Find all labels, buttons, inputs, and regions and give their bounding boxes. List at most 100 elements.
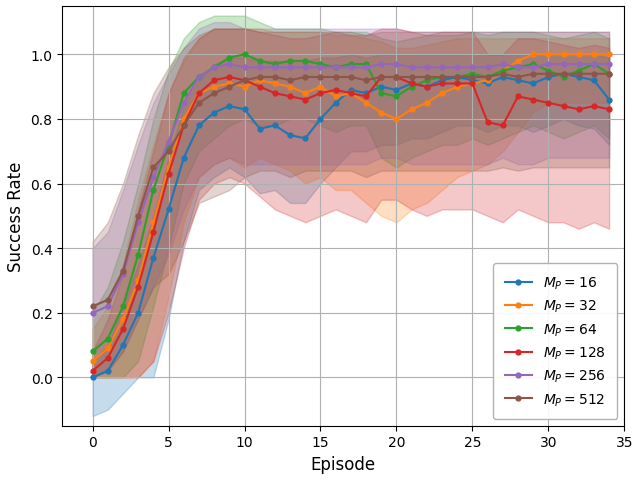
$M_P = 128$: [423, 84, 431, 90]
$M_P = 32$: [362, 101, 370, 107]
$M_P = 16$: [423, 84, 431, 90]
$M_P = 16$: [271, 123, 279, 129]
$M_P = 256$: [301, 65, 309, 71]
$M_P = 512$: [89, 304, 97, 310]
$M_P = 256$: [378, 62, 385, 68]
$M_P = 64$: [150, 188, 157, 193]
Legend: $M_P = 16$, $M_P = 32$, $M_P = 64$, $M_P = 128$, $M_P = 256$, $M_P = 512$: $M_P = 16$, $M_P = 32$, $M_P = 64$, $M_P…: [493, 264, 618, 419]
$M_P = 64$: [392, 94, 400, 100]
$M_P = 64$: [484, 75, 492, 81]
$M_P = 16$: [301, 136, 309, 142]
$M_P = 512$: [164, 149, 172, 155]
$M_P = 16$: [468, 78, 476, 84]
$M_P = 256$: [514, 65, 522, 71]
$M_P = 64$: [180, 91, 188, 97]
$M_P = 128$: [468, 82, 476, 87]
$M_P = 64$: [514, 65, 522, 71]
$M_P = 128$: [256, 84, 264, 90]
$M_P = 16$: [499, 75, 507, 81]
$M_P = 256$: [529, 65, 537, 71]
$M_P = 128$: [332, 88, 339, 94]
$M_P = 512$: [317, 75, 324, 81]
$M_P = 16$: [438, 78, 446, 84]
$M_P = 512$: [605, 72, 613, 77]
$M_P = 32$: [164, 165, 172, 171]
$M_P = 256$: [286, 65, 294, 71]
$M_P = 64$: [499, 69, 507, 74]
$M_P = 512$: [378, 75, 385, 81]
$M_P = 512$: [408, 75, 415, 81]
$M_P = 256$: [89, 310, 97, 316]
$M_P = 128$: [378, 75, 385, 81]
$M_P = 256$: [590, 62, 598, 68]
$M_P = 16$: [378, 84, 385, 90]
$M_P = 32$: [317, 84, 324, 90]
$M_P = 128$: [392, 75, 400, 81]
$M_P = 16$: [317, 117, 324, 122]
$M_P = 64$: [241, 52, 248, 58]
$M_P = 32$: [499, 69, 507, 74]
$M_P = 512$: [150, 165, 157, 171]
$M_P = 512$: [575, 72, 582, 77]
$M_P = 128$: [225, 75, 233, 81]
$M_P = 256$: [150, 175, 157, 180]
$M_P = 16$: [575, 75, 582, 81]
$M_P = 128$: [347, 91, 355, 97]
$M_P = 256$: [453, 65, 461, 71]
$M_P = 16$: [119, 342, 127, 348]
$M_P = 64$: [164, 143, 172, 148]
$M_P = 64$: [225, 56, 233, 61]
$M_P = 16$: [256, 127, 264, 132]
$M_P = 32$: [104, 346, 111, 351]
$M_P = 256$: [195, 75, 203, 81]
$M_P = 64$: [271, 62, 279, 68]
$M_P = 256$: [484, 65, 492, 71]
$M_P = 256$: [545, 62, 552, 68]
$M_P = 64$: [560, 75, 568, 81]
$M_P = 64$: [134, 252, 142, 258]
Y-axis label: Success Rate: Success Rate: [7, 161, 25, 272]
$M_P = 512$: [211, 91, 218, 97]
$M_P = 32$: [134, 278, 142, 284]
$M_P = 16$: [545, 75, 552, 81]
$M_P = 16$: [150, 255, 157, 261]
$M_P = 16$: [453, 75, 461, 81]
$M_P = 128$: [575, 107, 582, 113]
$M_P = 32$: [514, 59, 522, 65]
Line: $M_P = 64$: $M_P = 64$: [90, 53, 612, 354]
$M_P = 256$: [211, 65, 218, 71]
$M_P = 256$: [560, 62, 568, 68]
$M_P = 64$: [408, 84, 415, 90]
$M_P = 256$: [499, 62, 507, 68]
$M_P = 256$: [317, 65, 324, 71]
$M_P = 32$: [271, 82, 279, 87]
$M_P = 128$: [438, 82, 446, 87]
$M_P = 256$: [256, 65, 264, 71]
$M_P = 512$: [241, 78, 248, 84]
$M_P = 32$: [332, 94, 339, 100]
$M_P = 32$: [119, 317, 127, 323]
$M_P = 512$: [332, 75, 339, 81]
$M_P = 512$: [590, 72, 598, 77]
$M_P = 256$: [271, 65, 279, 71]
$M_P = 512$: [560, 72, 568, 77]
$M_P = 512$: [545, 72, 552, 77]
$M_P = 32$: [438, 91, 446, 97]
$M_P = 32$: [195, 91, 203, 97]
$M_P = 64$: [256, 59, 264, 65]
$M_P = 512$: [347, 75, 355, 81]
$M_P = 16$: [590, 78, 598, 84]
$M_P = 256$: [332, 65, 339, 71]
$M_P = 512$: [104, 297, 111, 303]
$M_P = 128$: [590, 104, 598, 110]
$M_P = 256$: [468, 65, 476, 71]
$M_P = 32$: [453, 84, 461, 90]
$M_P = 128$: [484, 120, 492, 126]
$M_P = 256$: [225, 62, 233, 68]
$M_P = 128$: [150, 229, 157, 235]
$M_P = 64$: [423, 78, 431, 84]
$M_P = 64$: [317, 62, 324, 68]
$M_P = 128$: [104, 355, 111, 361]
Line: $M_P = 16$: $M_P = 16$: [90, 72, 612, 380]
$M_P = 16$: [605, 97, 613, 103]
